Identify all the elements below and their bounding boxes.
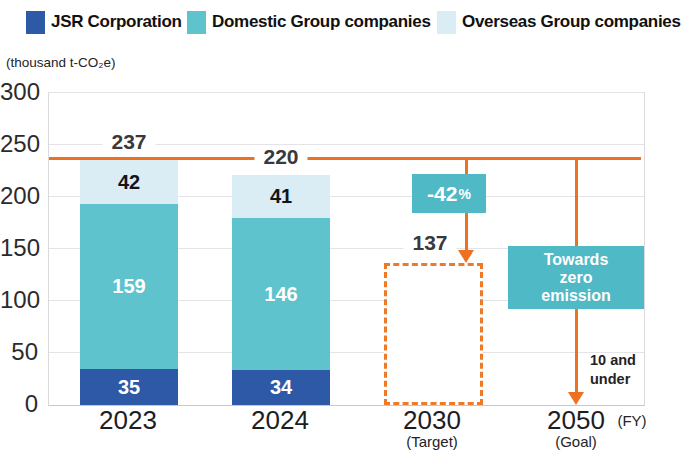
segment-value: 41 bbox=[270, 185, 292, 208]
legend-item-domestic-group: Domestic Group companies bbox=[187, 10, 431, 34]
y-axis-unit-label: (thousand t-CO₂e) bbox=[6, 55, 116, 70]
goal-box-text: Towards zero emission bbox=[535, 251, 617, 305]
reduction-badge: -42% bbox=[412, 174, 486, 213]
y-tick-50: 50 bbox=[0, 338, 38, 366]
bar-2024: 34 146 41 bbox=[232, 175, 330, 405]
bar-2024-segment-jsr: 34 bbox=[232, 370, 330, 405]
target-2030-dashed-box bbox=[384, 263, 483, 405]
segment-value: 35 bbox=[118, 376, 140, 399]
x-label-2030: 2030 bbox=[403, 405, 461, 436]
y-tick-250: 250 bbox=[0, 130, 38, 158]
goal-2050-box: Towards zero emission bbox=[508, 246, 644, 309]
x-axis-fy-label: (FY) bbox=[617, 412, 646, 429]
target-label-2030: 137 bbox=[403, 232, 456, 254]
bar-2024-segment-domestic: 146 bbox=[232, 218, 330, 370]
reduction-arrow-head-icon bbox=[458, 250, 474, 263]
y-tick-100: 100 bbox=[0, 286, 38, 314]
x-label-2023: 2023 bbox=[99, 405, 157, 436]
goal-note-text: 10 and under bbox=[590, 351, 646, 389]
segment-value: 159 bbox=[112, 275, 145, 298]
x-sublabel-goal: (Goal) bbox=[555, 433, 597, 450]
legend-swatch-domestic-group bbox=[187, 11, 206, 34]
segment-value: 146 bbox=[264, 283, 297, 306]
legend-label: JSR Corporation bbox=[51, 12, 182, 32]
plot-area: 35 159 42 34 146 41 -42% Towards zero em bbox=[48, 92, 645, 406]
legend-swatch-jsr-corporation bbox=[26, 11, 45, 34]
legend-label: Overseas Group companies bbox=[462, 12, 681, 32]
y-tick-150: 150 bbox=[0, 234, 38, 262]
legend-label: Domestic Group companies bbox=[212, 12, 431, 32]
bar-2023-segment-jsr: 35 bbox=[80, 369, 178, 405]
legend-item-overseas-group: Overseas Group companies bbox=[437, 10, 681, 34]
segment-value: 34 bbox=[270, 376, 292, 399]
bar-2023: 35 159 42 bbox=[80, 160, 178, 405]
y-tick-200: 200 bbox=[0, 182, 38, 210]
total-label-2023: 237 bbox=[102, 131, 155, 153]
total-label-2024: 220 bbox=[254, 146, 307, 168]
segment-value: 42 bbox=[118, 171, 140, 194]
reduction-value: -42 bbox=[427, 182, 457, 206]
goal-arrow-head-icon bbox=[568, 392, 584, 405]
bar-2024-segment-overseas: 41 bbox=[232, 175, 330, 218]
reduction-percent-sign: % bbox=[458, 186, 470, 202]
x-sublabel-target: (Target) bbox=[406, 433, 458, 450]
y-tick-300: 300 bbox=[0, 78, 38, 106]
legend-item-jsr-corporation: JSR Corporation bbox=[26, 10, 182, 34]
x-label-2050: 2050 bbox=[547, 405, 605, 436]
bar-2023-segment-overseas: 42 bbox=[80, 160, 178, 204]
legend-swatch-overseas-group bbox=[437, 11, 456, 34]
bar-2023-segment-domestic: 159 bbox=[80, 204, 178, 369]
emissions-stacked-bar-chart: JSR Corporation Domestic Group companies… bbox=[0, 0, 690, 450]
y-tick-0: 0 bbox=[0, 390, 38, 418]
x-label-2024: 2024 bbox=[251, 405, 309, 436]
baseline-237-line bbox=[49, 157, 641, 160]
